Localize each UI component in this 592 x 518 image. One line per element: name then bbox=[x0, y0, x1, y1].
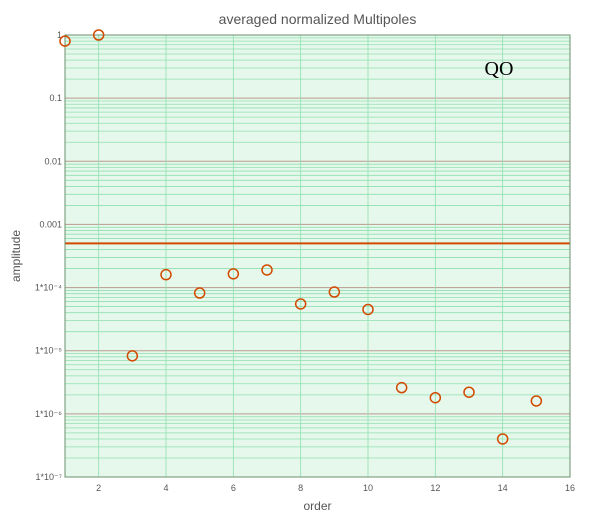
x-tick-label: 16 bbox=[565, 483, 575, 493]
qo-annotation: QO bbox=[485, 58, 514, 80]
plot-frame bbox=[64, 34, 571, 478]
y-tick-label: 0.1 bbox=[49, 93, 62, 103]
data-point bbox=[530, 395, 543, 407]
data-point bbox=[395, 381, 408, 394]
y-tick-label: 0.001 bbox=[39, 219, 62, 229]
x-tick-label: 8 bbox=[298, 483, 303, 493]
tick-labels: 2 4 6 8 10 12 14 16 1 0.1 0.01 0.001 1*10⁻⁴ 1*10⁻⁵ 1*1… bbox=[35, 30, 575, 493]
data-points bbox=[59, 29, 543, 445]
data-point bbox=[294, 298, 307, 310]
data-point bbox=[328, 286, 341, 298]
data-point bbox=[227, 268, 240, 280]
data-point bbox=[59, 35, 71, 47]
x-tick-label: 6 bbox=[231, 483, 236, 493]
data-point bbox=[362, 303, 374, 316]
y-tick-label: 1*10⁻⁶ bbox=[35, 409, 62, 419]
data-point bbox=[496, 433, 509, 445]
grid-lines bbox=[65, 35, 570, 477]
data-point bbox=[261, 264, 273, 276]
data-point bbox=[92, 29, 105, 41]
x-tick-label: 2 bbox=[96, 483, 101, 493]
data-point bbox=[160, 268, 172, 281]
x-axis-label: order bbox=[303, 499, 331, 513]
data-point bbox=[126, 350, 139, 362]
plot-area bbox=[65, 35, 570, 477]
x-tick-label: 4 bbox=[163, 483, 168, 493]
y-tick-label: 1*10⁻⁴ bbox=[35, 283, 62, 293]
y-axis-label: amplitude bbox=[9, 230, 23, 282]
y-tick-label: 0.01 bbox=[44, 156, 62, 166]
y-tick-label: 1*10⁻⁷ bbox=[35, 472, 62, 482]
x-tick-label: 14 bbox=[498, 483, 508, 493]
data-point bbox=[429, 391, 442, 404]
x-tick-label: 12 bbox=[430, 483, 440, 493]
y-tick-label: 1 bbox=[57, 30, 62, 40]
data-point bbox=[193, 287, 206, 299]
data-point bbox=[463, 386, 475, 398]
chart-title: averaged normalized Multipoles bbox=[219, 11, 417, 27]
x-tick-label: 10 bbox=[363, 483, 373, 493]
y-tick-label: 1*10⁻⁵ bbox=[35, 346, 62, 356]
